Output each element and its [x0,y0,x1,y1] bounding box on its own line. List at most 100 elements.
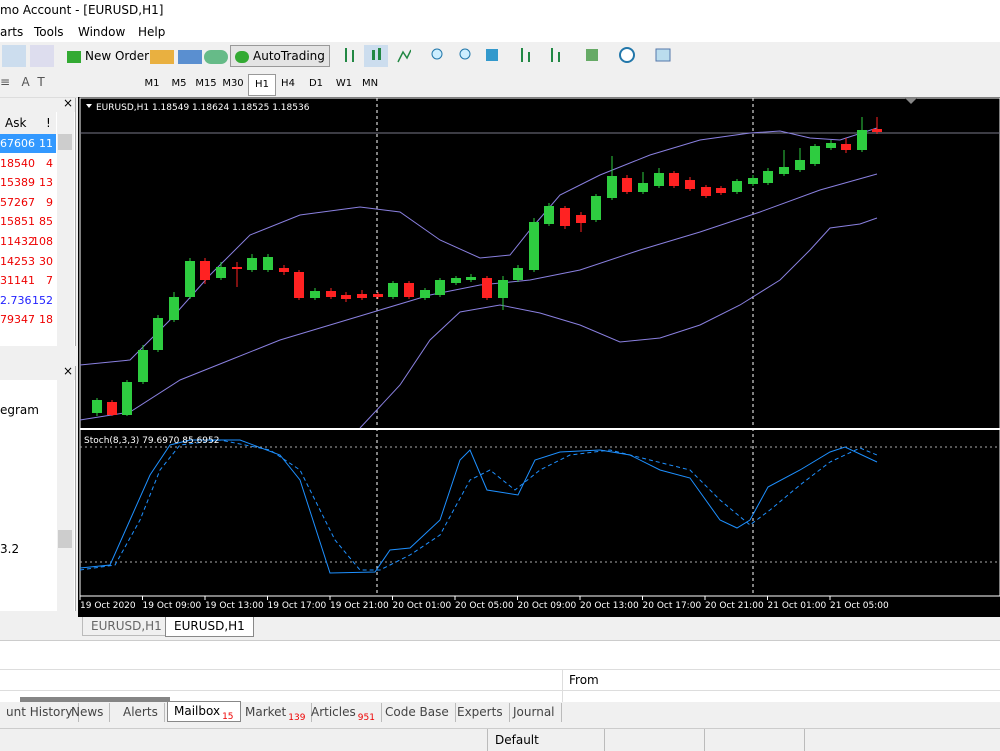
candle-body [216,267,226,278]
terminal-tab[interactable]: Experts [451,703,510,722]
candle-body [373,294,383,297]
candle-body [404,283,414,297]
stoch-main [79,439,878,574]
icon-button[interactable] [426,45,450,67]
icon-button[interactable] [150,50,174,64]
ask-price: 15389 [0,176,35,190]
bollinger-middle [79,173,878,421]
chart-tab[interactable]: EURUSD,H1 [82,617,171,636]
market-row[interactable]: 15389 13 [0,173,56,192]
navigator-item[interactable]: egram [0,403,39,417]
header-spread[interactable]: ! [46,116,51,130]
spread: 152 [32,293,53,307]
tab-label: Alerts [123,705,158,719]
navigator-item[interactable]: 3.2 [0,542,20,556]
candle-body [810,146,820,164]
header-ask[interactable]: Ask [5,116,27,130]
icon-button[interactable] [614,45,646,67]
market-row[interactable]: 57267 9 [0,193,56,212]
button-label: AutoTrading [253,49,325,63]
terminal-tab[interactable]: Market 139 [239,703,313,723]
market-row[interactable]: 31141 7 [0,271,56,290]
timeframe[interactable]: M15 [195,78,217,89]
market-row[interactable]: 14253 30 [0,252,56,271]
timeframe[interactable]: M5 [171,78,187,89]
terminal-header: From [0,669,1000,704]
candle-body [138,350,148,382]
time-label: 20 Oct 21:00 [705,601,764,611]
timeframe[interactable]: M30 [222,78,244,89]
spread: 85 [39,215,53,229]
terminal-tab[interactable]: Alerts [117,703,165,722]
icon-button[interactable] [364,45,388,67]
candle-body [716,188,726,193]
navigator: × egram 3.2 [0,364,76,611]
button-label: New Order [85,49,150,63]
terminal-tab[interactable]: News [65,703,111,722]
candle-body [92,400,102,413]
candle-body [247,258,257,270]
timeframe[interactable]: H4 [281,78,295,89]
chart-window: EURUSD,H1 1.18549 1.18624 1.18525 1.1853… [78,97,1000,617]
chart-tab-active[interactable]: EURUSD,H1 [165,617,254,637]
candle-body [748,178,758,184]
market-row[interactable]: 15851 85 [0,212,56,231]
candle-body [669,173,679,186]
spread: 7 [46,274,53,288]
icon-button[interactable] [30,45,54,67]
icon-button[interactable] [544,45,568,67]
timeframe[interactable]: MN [361,78,379,89]
time-label: 21 Oct 01:00 [768,601,827,611]
market-row[interactable]: 11432 108 [0,232,56,251]
candle-body [153,318,163,350]
title-bar: mo Account - [EURUSD,H1] [0,0,1000,22]
icon-button[interactable] [204,50,228,64]
tab-badge: 15 [222,712,234,722]
icon-button[interactable] [580,45,612,67]
candle-body [498,280,508,298]
icon-button[interactable] [338,45,362,67]
icon-button[interactable] [392,45,416,67]
column-from[interactable]: From [569,673,599,687]
market-row[interactable]: 67606 11 [0,134,56,153]
market-row[interactable]: 79347 18 [0,310,56,329]
timeframe[interactable]: W1 [335,78,353,89]
icon-button[interactable] [178,50,202,64]
timeframe-active[interactable]: H1 [248,74,276,96]
menu-item[interactable]: Tools [34,25,64,39]
icon-button[interactable] [454,45,478,67]
icon-button[interactable] [480,45,504,67]
menu-item[interactable]: Window [78,25,126,39]
autotrading-button[interactable]: AutoTrading [230,45,330,67]
tab-label: Experts [457,705,503,719]
timeframe[interactable]: M1 [144,78,160,89]
terminal-tab[interactable]: Articles 951 [305,703,382,723]
candle-body [795,160,805,170]
chart-info: EURUSD,H1 1.18549 1.18624 1.18525 1.1853… [96,103,310,113]
icon-button[interactable] [514,45,538,67]
candle-body [388,283,398,297]
icon-button[interactable] [2,45,26,67]
chart-frame [79,97,1000,597]
menu-item[interactable]: arts [0,25,24,39]
menu-item[interactable]: Help [138,25,166,39]
candle-body [107,402,117,415]
market-row[interactable]: 18540 4 [0,154,56,173]
candle-body [857,130,867,150]
terminal-tab[interactable]: Code Base [379,703,456,722]
chart-tabs: EURUSD,H1 EURUSD,H1 [78,617,1000,637]
scrollbar[interactable] [57,380,74,611]
stoch-signal [79,439,878,571]
icon-button[interactable] [650,45,682,67]
ask-price: 31141 [0,274,35,288]
new-order-button[interactable]: New Order [62,45,154,67]
terminal-tab[interactable]: Journal [507,703,562,722]
candle-body [279,268,289,272]
ask-price: 57267 [0,195,35,209]
market-row[interactable]: 2.736 152 [0,291,56,310]
timeframe[interactable]: D1 [308,78,324,89]
terminal-tab[interactable]: unt History [0,703,80,722]
terminal-tab-active[interactable]: Mailbox 15 [167,701,241,722]
scrollbar[interactable] [57,112,74,346]
time-label: 21 Oct 05:00 [830,601,889,611]
